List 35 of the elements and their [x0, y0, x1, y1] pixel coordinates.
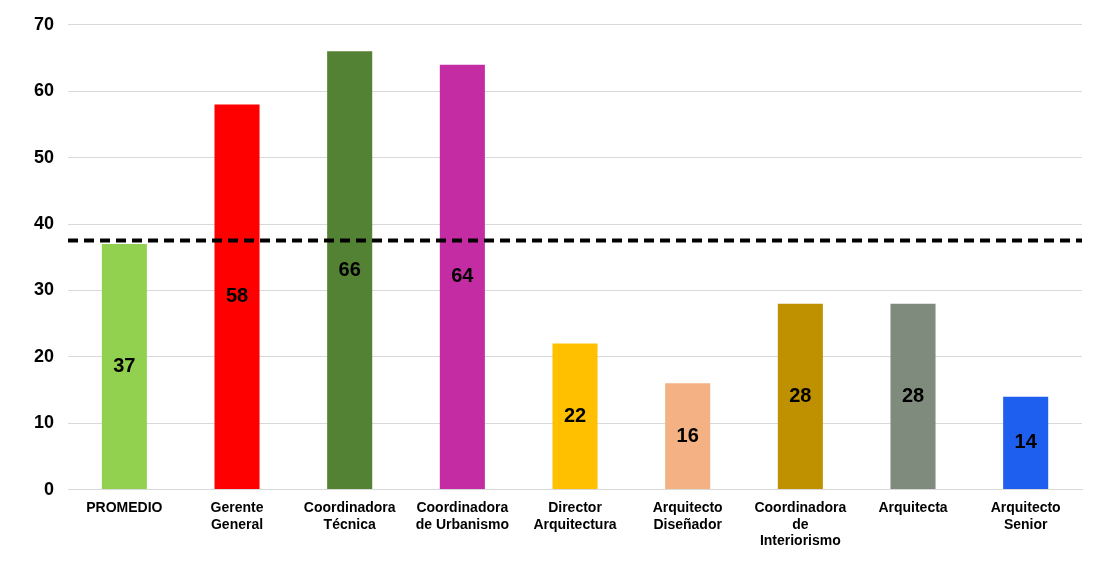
bar [439, 64, 485, 490]
x-tick-label: PROMEDIO [86, 498, 163, 515]
bar [101, 243, 147, 490]
data-label: 58 [225, 284, 249, 307]
bar [890, 303, 936, 490]
y-tick-label: 70 [33, 13, 55, 34]
bar [1003, 396, 1049, 490]
bar [777, 303, 823, 490]
data-label: 14 [1014, 430, 1038, 453]
bar [327, 51, 373, 490]
bar [214, 104, 260, 490]
bar [665, 383, 711, 490]
data-label: 66 [338, 257, 361, 280]
x-tick-label: Coordinadora Técnica [303, 498, 396, 532]
data-label: 22 [563, 403, 587, 426]
y-tick-label: 30 [33, 279, 55, 300]
x-tick-label: Arquitecto Diseñador [652, 498, 723, 532]
x-tick-label: Coordinadora de Interiorismo [754, 498, 847, 549]
x-tick-label: Arquitecto Senior [990, 498, 1061, 532]
x-tick-label: Director Arquitectura [533, 498, 617, 532]
y-tick-label: 60 [33, 80, 55, 101]
y-tick-label: 50 [33, 146, 55, 167]
data-label: 37 [113, 354, 136, 377]
bar [552, 343, 598, 490]
y-tick-label: 10 [33, 412, 55, 433]
y-tick-label: 0 [44, 478, 55, 499]
data-label: 16 [676, 423, 699, 446]
x-tick-label: Arquitecta [878, 498, 948, 515]
data-label: 28 [901, 383, 925, 406]
data-label: 28 [789, 383, 812, 406]
y-tick-label: 40 [33, 212, 55, 233]
x-tick-label: Coordinadora de Urbanismo [415, 498, 510, 532]
x-tick-label: Gerente General [210, 498, 264, 532]
y-tick-label: 20 [33, 345, 55, 366]
data-label: 64 [451, 264, 475, 287]
